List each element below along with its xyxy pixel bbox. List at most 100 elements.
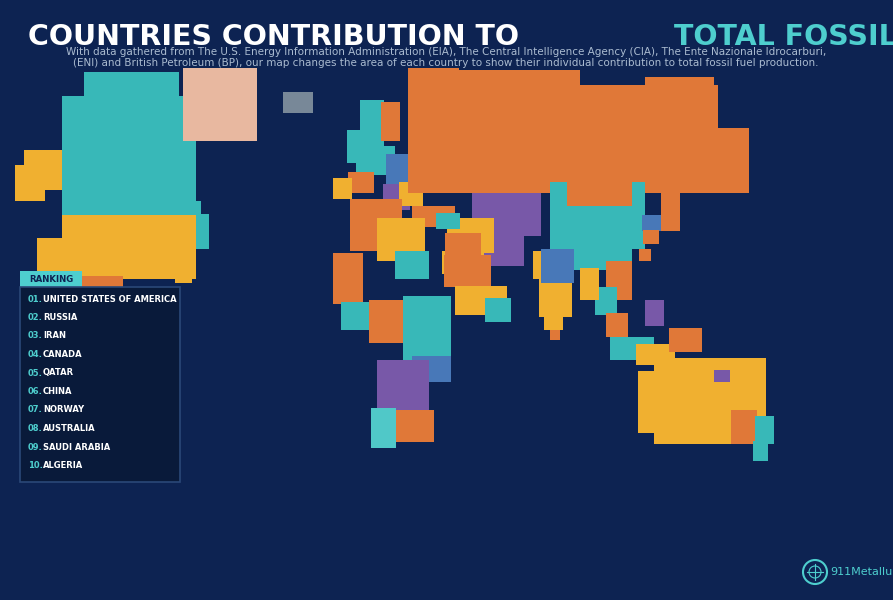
Bar bbox=[347, 130, 366, 163]
Bar bbox=[666, 169, 682, 193]
Text: UNITED STATES OF AMERICA: UNITED STATES OF AMERICA bbox=[43, 295, 177, 304]
Text: 06.: 06. bbox=[28, 387, 43, 396]
Text: TOTAL FOSSIL FUEL PRODUCTION: TOTAL FOSSIL FUEL PRODUCTION bbox=[674, 23, 893, 51]
Bar bbox=[567, 176, 632, 205]
Bar bbox=[485, 298, 511, 322]
Bar bbox=[101, 333, 145, 362]
Bar bbox=[533, 251, 574, 278]
Bar bbox=[654, 358, 766, 444]
Bar bbox=[645, 300, 664, 326]
Bar bbox=[408, 85, 718, 193]
Bar bbox=[753, 441, 768, 461]
Text: 08.: 08. bbox=[28, 424, 43, 433]
Bar bbox=[541, 248, 574, 283]
Bar bbox=[639, 250, 651, 262]
Text: RUSSIA: RUSSIA bbox=[43, 313, 78, 322]
Bar bbox=[595, 287, 616, 315]
Bar bbox=[369, 300, 408, 343]
Bar bbox=[378, 218, 425, 262]
Bar bbox=[611, 337, 654, 360]
Bar bbox=[641, 215, 661, 231]
Bar bbox=[606, 262, 632, 300]
Bar bbox=[378, 360, 430, 412]
Bar bbox=[731, 410, 757, 444]
Bar bbox=[550, 182, 645, 248]
Bar bbox=[37, 238, 64, 274]
Bar bbox=[705, 163, 748, 193]
Bar bbox=[455, 286, 507, 315]
Bar bbox=[442, 251, 484, 274]
Bar bbox=[436, 213, 460, 229]
Bar bbox=[580, 268, 599, 300]
Bar bbox=[755, 416, 774, 444]
Bar bbox=[23, 149, 67, 190]
Bar bbox=[445, 233, 481, 255]
Bar bbox=[444, 255, 491, 287]
Bar bbox=[412, 205, 455, 227]
Bar bbox=[332, 178, 352, 199]
Text: 03.: 03. bbox=[28, 331, 43, 340]
Bar bbox=[356, 146, 395, 175]
Text: QATAR: QATAR bbox=[43, 368, 74, 377]
Bar bbox=[119, 319, 136, 330]
Bar bbox=[82, 343, 108, 369]
Bar bbox=[550, 330, 561, 340]
Bar bbox=[412, 356, 451, 382]
Text: IRAN: IRAN bbox=[43, 331, 66, 340]
Bar bbox=[472, 193, 541, 236]
Text: 02.: 02. bbox=[28, 313, 43, 322]
Text: 911Metallurgist: 911Metallurgist bbox=[830, 567, 893, 577]
Bar bbox=[63, 215, 196, 278]
Bar bbox=[341, 302, 374, 330]
Bar bbox=[20, 271, 82, 287]
Bar bbox=[84, 72, 179, 102]
Text: CHINA: CHINA bbox=[43, 387, 72, 396]
Bar bbox=[360, 100, 384, 148]
Bar bbox=[348, 172, 374, 193]
Bar bbox=[446, 218, 494, 253]
Bar bbox=[56, 283, 74, 313]
Bar bbox=[645, 76, 714, 133]
Bar bbox=[74, 382, 104, 414]
Text: 04.: 04. bbox=[28, 350, 43, 359]
Bar bbox=[714, 370, 730, 382]
Text: 07.: 07. bbox=[28, 406, 43, 415]
Bar bbox=[350, 199, 402, 251]
Bar bbox=[175, 201, 201, 223]
Text: NORWAY: NORWAY bbox=[43, 406, 84, 415]
Bar bbox=[131, 317, 145, 326]
Bar bbox=[93, 315, 123, 337]
Bar bbox=[555, 244, 632, 270]
Bar bbox=[15, 178, 46, 201]
Bar bbox=[88, 459, 119, 476]
Bar bbox=[661, 188, 680, 231]
Text: CANADA: CANADA bbox=[43, 350, 83, 359]
Bar bbox=[606, 313, 628, 337]
Bar bbox=[282, 92, 313, 113]
Bar bbox=[390, 410, 434, 442]
Text: AUSTRALIA: AUSTRALIA bbox=[43, 424, 96, 433]
Bar bbox=[110, 352, 166, 386]
Circle shape bbox=[803, 560, 827, 584]
Bar bbox=[637, 344, 675, 365]
Bar bbox=[382, 184, 410, 210]
Text: 05.: 05. bbox=[28, 368, 43, 377]
Bar bbox=[472, 235, 524, 266]
Bar bbox=[20, 287, 180, 482]
Bar bbox=[97, 380, 157, 425]
Text: 01.: 01. bbox=[28, 295, 43, 304]
Text: SAUDI ARABIA: SAUDI ARABIA bbox=[43, 443, 110, 451]
Bar bbox=[183, 68, 256, 141]
Text: 10.: 10. bbox=[28, 461, 43, 470]
Text: ALGERIA: ALGERIA bbox=[43, 461, 83, 470]
Text: COUNTRIES CONTRIBUTION TO: COUNTRIES CONTRIBUTION TO bbox=[28, 23, 529, 51]
Bar bbox=[78, 410, 102, 461]
Bar bbox=[15, 164, 28, 180]
Text: (ENI) and British Petroleum (BP), our map changes the area of each country to sh: (ENI) and British Petroleum (BP), our ma… bbox=[73, 58, 819, 68]
Bar bbox=[175, 257, 192, 283]
Bar bbox=[408, 68, 459, 85]
Bar bbox=[638, 371, 657, 433]
Bar bbox=[399, 182, 423, 205]
Bar bbox=[643, 230, 659, 244]
Bar bbox=[91, 414, 129, 461]
